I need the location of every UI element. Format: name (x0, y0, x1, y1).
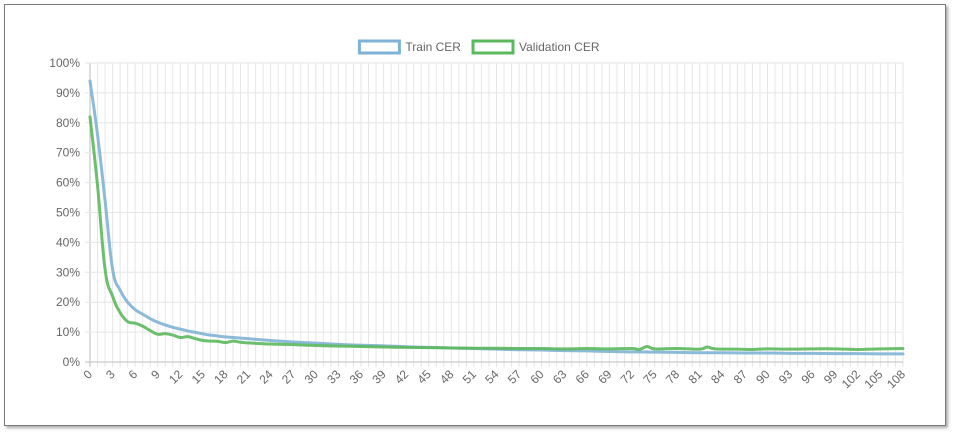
x-tick-label: 24 (256, 367, 276, 387)
y-tick-label: 40% (56, 235, 80, 249)
x-tick-label: 6 (126, 367, 141, 382)
x-tick-label: 93 (776, 367, 796, 387)
y-tick-label: 10% (56, 325, 80, 339)
x-tick-label: 36 (347, 367, 367, 387)
x-tick-label: 57 (505, 367, 525, 387)
x-axis-ticks: 0 3 6 9 12 15 18 21 24 27 30 33 36 39 42 45 48 51 54 57 60 63… (80, 367, 908, 391)
x-tick-label: 3 (103, 367, 118, 382)
x-tick-label: 72 (618, 367, 638, 387)
x-tick-label: 27 (279, 367, 299, 387)
chart-panel (4, 4, 946, 426)
x-tick-label: 75 (640, 367, 660, 387)
y-axis-ticks: 0% 10% 20% 30% 40% 50% 60% 70% 80% 90% 100% (49, 56, 80, 369)
x-tick-label: 18 (211, 367, 231, 387)
y-tick-label: 70% (56, 146, 80, 160)
x-tick-label: 9 (148, 367, 163, 382)
x-tick-label: 87 (731, 367, 751, 387)
x-tick-label: 45 (415, 367, 435, 387)
x-tick-label: 102 (839, 367, 863, 391)
x-tick-label: 54 (482, 367, 502, 387)
x-tick-label: 33 (324, 367, 344, 387)
x-tick-label: 84 (708, 367, 728, 387)
x-tick-label: 63 (550, 367, 570, 387)
x-tick-label: 108 (884, 367, 908, 391)
x-tick-label: 66 (573, 367, 593, 387)
legend-item-validation-cer[interactable]: Validation CER (471, 39, 600, 55)
x-tick-label: 60 (527, 367, 547, 387)
x-tick-label: 90 (753, 367, 773, 387)
x-tick-label: 48 (437, 367, 457, 387)
x-tick-label: 96 (798, 367, 818, 387)
legend-swatch (471, 39, 515, 55)
series-line-validation-cer (88, 115, 905, 352)
x-tick-label: 105 (861, 367, 885, 391)
series-group (88, 79, 905, 356)
x-tick-label: 69 (595, 367, 615, 387)
y-tick-label: 90% (56, 86, 80, 100)
y-tick-label: 100% (49, 56, 80, 70)
y-tick-label: 20% (56, 295, 80, 309)
legend[interactable]: Train CER Validation CER (357, 39, 600, 55)
x-tick-label: 81 (686, 367, 706, 387)
x-tick-label: 15 (189, 367, 209, 387)
x-tick-label: 99 (821, 367, 841, 387)
legend-item-train-cer[interactable]: Train CER (357, 39, 461, 55)
x-tick-label: 0 (80, 367, 95, 382)
x-tick-label: 51 (460, 367, 480, 387)
y-tick-label: 60% (56, 176, 80, 190)
y-tick-label: 50% (56, 206, 80, 220)
legend-label: Train CER (405, 40, 461, 54)
x-tick-label: 12 (166, 367, 186, 387)
x-tick-label: 21 (234, 367, 254, 387)
x-tick-label: 30 (302, 367, 322, 387)
x-tick-label: 39 (369, 367, 389, 387)
legend-swatch (357, 39, 401, 55)
y-tick-label: 30% (56, 265, 80, 279)
x-tick-label: 42 (392, 367, 412, 387)
y-tick-label: 80% (56, 116, 80, 130)
x-tick-label: 78 (663, 367, 683, 387)
legend-label: Validation CER (519, 40, 600, 54)
grid (85, 62, 904, 367)
y-tick-label: 0% (63, 355, 81, 369)
